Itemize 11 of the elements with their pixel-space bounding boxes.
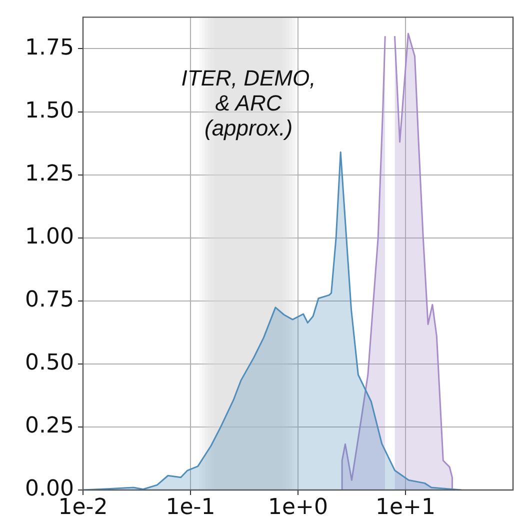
y-tick-label: 0.50 [25,350,74,376]
y-tick-label: 1.25 [25,162,74,187]
y-tick-label: 0.25 [25,414,74,439]
band-label: ITER, DEMO, & ARC (approx.) [181,65,316,140]
y-tick-label: 1.50 [25,98,74,124]
x-tick-label: 1e+0 [268,494,328,520]
x-tick-label: 1e+1 [376,494,436,520]
x-tick-label: 1e-1 [166,494,216,520]
y-tick-label: 1.00 [25,224,74,250]
y-tick-label: 0.75 [25,288,74,313]
y-tick-label: 1.75 [25,35,74,60]
